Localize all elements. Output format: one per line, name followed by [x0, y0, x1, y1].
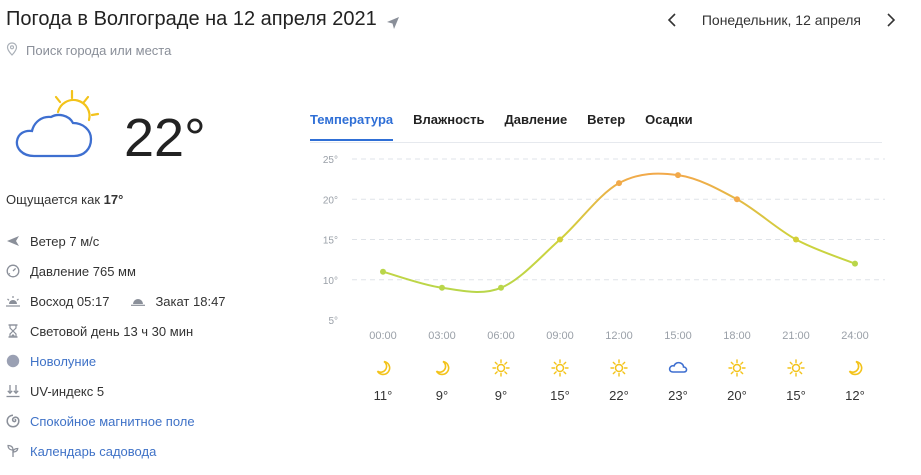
sun-icon: [551, 359, 569, 377]
x-tick-label: 18:00: [723, 330, 751, 342]
daylight-row: Световой день 13 ч 30 мин: [6, 322, 193, 340]
chevron-left-icon[interactable]: [662, 10, 682, 30]
data-point: [557, 236, 563, 243]
sunset-icon: [131, 294, 146, 308]
hour-temperature-label: 20°: [727, 388, 747, 403]
feels-like-label: Ощущается как: [6, 192, 104, 207]
tab-wind[interactable]: Ветер: [587, 112, 626, 127]
tab-temperature[interactable]: Температура: [310, 112, 394, 141]
sun-row: Восход 05:17 Закат 18:47: [6, 292, 226, 310]
location-pin-icon: [6, 42, 18, 59]
tab-humidity[interactable]: Влажность: [413, 112, 485, 127]
magnetic-field-icon: [6, 414, 20, 428]
tabs-divider: [310, 142, 882, 143]
hour-temperature-label: 23°: [668, 388, 688, 403]
cloud-icon: [668, 361, 688, 373]
sunset-text: Закат 18:47: [155, 293, 226, 309]
x-tick-label: 09:00: [546, 330, 574, 342]
garden-row[interactable]: Календарь садовода: [6, 442, 156, 460]
wind-text: Ветер 7 м/с: [30, 233, 100, 249]
data-point: [439, 284, 445, 291]
chart-tabs: Температура Влажность Давление Ветер Оса…: [310, 112, 713, 141]
wind-row: Ветер 7 м/с: [6, 232, 99, 250]
hour-temperature-label: 22°: [609, 388, 629, 403]
daylight-text: Световой день 13 ч 30 мин: [30, 323, 194, 339]
y-tick-label: 10°: [323, 276, 338, 287]
sunrise-icon: [6, 294, 20, 308]
moon-icon: [435, 360, 450, 376]
hour-temperature-label: 9°: [495, 388, 507, 403]
uv-arrows-icon: [6, 384, 20, 398]
new-moon-icon: [6, 354, 20, 368]
magnetic-row[interactable]: Спокойное магнитное поле: [6, 412, 195, 430]
temperature-line: [382, 172, 856, 294]
page-title-text: Погода в Волгограде на 12 апреля 2021: [6, 8, 377, 30]
page-title: Погода в Волгограде на 12 апреля 2021: [6, 8, 400, 31]
data-point: [675, 172, 681, 179]
x-tick-label: 03:00: [428, 330, 456, 342]
date-label: Понедельник, 12 апреля: [701, 12, 861, 28]
sun-icon: [728, 359, 746, 377]
sprout-icon: [6, 444, 20, 458]
date-navigation: Понедельник, 12 апреля: [662, 10, 901, 30]
moon-icon: [376, 360, 391, 376]
partly-cloudy-icon: [14, 89, 106, 160]
data-point: [616, 180, 622, 187]
hour-temperature-label: 11°: [374, 388, 393, 403]
data-point: [498, 284, 504, 291]
sun-icon: [787, 359, 805, 377]
pressure-gauge-icon: [6, 264, 20, 278]
moon-phase-link[interactable]: Новолуние: [30, 353, 97, 369]
x-tick-label: 00:00: [369, 330, 397, 342]
data-point: [852, 260, 858, 267]
y-tick-label: 20°: [323, 195, 338, 206]
x-tick-label: 15:00: [664, 330, 692, 342]
moon-icon: [848, 360, 863, 376]
temperature-chart: 25° 20° 15° 10° 5° 00:00 03:00 06:00 09:00 12:00 1…: [323, 155, 885, 403]
hour-temperature-label: 9°: [436, 388, 448, 403]
pressure-row: Давление 765 мм: [6, 262, 136, 280]
feels-like-value: 17°: [103, 192, 124, 207]
sun-icon: [610, 359, 628, 377]
data-point: [734, 196, 740, 203]
sun-icon: [492, 359, 510, 377]
data-point: [380, 268, 386, 275]
x-tick-label: 06:00: [487, 330, 515, 342]
hour-temperature-label: 12°: [845, 388, 865, 403]
uv-text: UV-индекс 5: [30, 383, 105, 399]
uv-row: UV-индекс 5: [6, 382, 104, 400]
y-tick-label: 25°: [323, 155, 338, 166]
search-placeholder: Поиск города или места: [26, 43, 172, 58]
hour-temperature-label: 15°: [786, 388, 806, 403]
chevron-right-icon[interactable]: [881, 10, 901, 30]
x-tick-label: 21:00: [782, 330, 810, 342]
y-tick-label: 5°: [328, 316, 338, 327]
x-tick-label: 12:00: [605, 330, 633, 342]
hourglass-icon: [6, 324, 20, 338]
hour-temperature-label: 15°: [550, 388, 570, 403]
current-temperature: 22°: [124, 108, 206, 168]
moon-phase-row[interactable]: Новолуние: [6, 352, 96, 370]
pressure-text: Давление 765 мм: [30, 263, 136, 279]
data-point: [793, 236, 799, 243]
search-field[interactable]: Поиск города или места: [6, 42, 171, 59]
x-tick-label: 24:00: [841, 330, 869, 342]
tab-precipitation[interactable]: Осадки: [645, 112, 693, 127]
magnetic-field-link[interactable]: Спокойное магнитное поле: [30, 413, 195, 429]
feels-like: Ощущается как 17°: [6, 192, 123, 207]
sunrise-text: Восход 05:17: [30, 293, 110, 309]
tab-pressure[interactable]: Давление: [504, 112, 568, 127]
wind-direction-icon: [6, 234, 20, 248]
y-tick-label: 15°: [323, 236, 338, 247]
garden-calendar-link[interactable]: Календарь садовода: [30, 443, 157, 459]
location-arrow-icon[interactable]: [386, 13, 400, 29]
